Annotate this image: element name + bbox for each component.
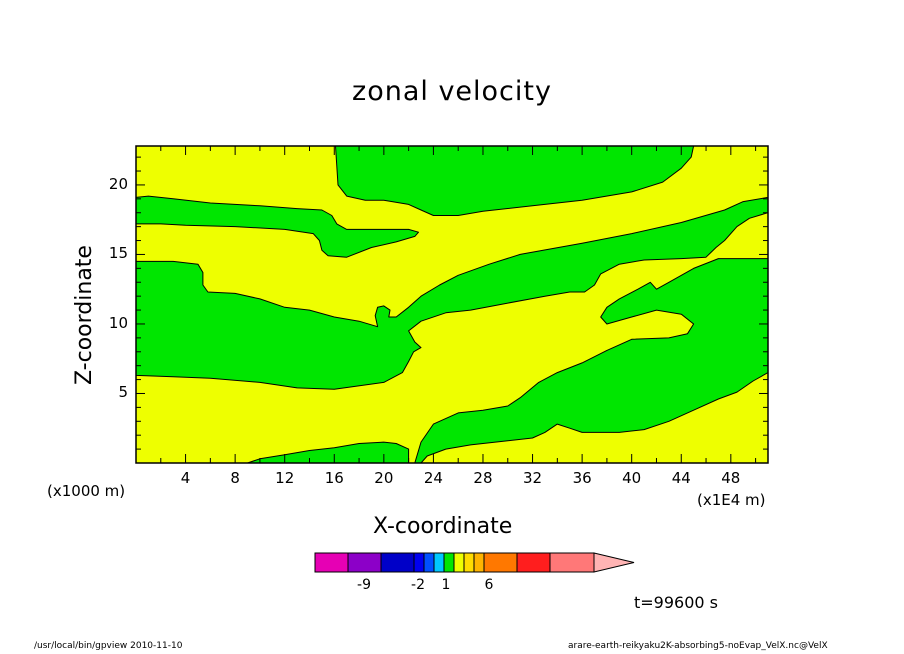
- footer-file-variable: arare-earth-reikyaku2K-absorbing5-noEvap…: [568, 641, 828, 651]
- y-tick-label: 20: [108, 174, 128, 193]
- colorbar-segment: [516, 552, 551, 573]
- colorbar-tick-label: -9: [357, 577, 371, 593]
- colorbar-segment: [413, 552, 425, 573]
- y-tick-label: 5: [118, 383, 128, 402]
- contour-region-green-lower-right-band: [414, 258, 769, 464]
- y-tick-label: 10: [108, 313, 128, 332]
- contour-region-green-left-upper-band: [135, 195, 419, 258]
- colorbar-extension-arrow: [593, 552, 635, 573]
- chart-title: zonal velocity: [352, 76, 552, 107]
- colorbar-tick-label: 6: [484, 577, 494, 593]
- x-tick-label: 12: [275, 469, 295, 487]
- colorbar-tick-label: -2: [411, 577, 425, 593]
- colorbar-segment: [549, 552, 595, 573]
- colorbar-segment: [453, 552, 465, 573]
- x-tick-label: 4: [180, 469, 191, 487]
- x-tick-label: 36: [572, 469, 592, 487]
- colorbar-tick-label: 1: [441, 577, 451, 593]
- colorbar-segment: [463, 552, 475, 573]
- contour-region-green-top: [335, 145, 695, 216]
- x-tick-label: 16: [324, 469, 344, 487]
- colorbar-segment: [380, 552, 415, 573]
- x-tick-label: 20: [374, 469, 394, 487]
- x-tick-label: 40: [622, 469, 642, 487]
- colorbar-segment: [443, 552, 455, 573]
- y-tick-label: 15: [108, 244, 128, 263]
- x-tick-label: 28: [473, 469, 493, 487]
- x-tick-label: 24: [423, 469, 443, 487]
- time-label: t=99600 s: [634, 593, 718, 612]
- colorbar-segment: [314, 552, 349, 573]
- x-axis-unit-note: (x1E4 m): [697, 491, 766, 509]
- colorbar-segment: [473, 552, 485, 573]
- colorbar-segment: [483, 552, 518, 573]
- footer-program-date: /usr/local/bin/gpview 2010-11-10: [34, 641, 183, 651]
- y-axis-unit-note: (x1000 m): [47, 482, 126, 500]
- colorbar-segment: [433, 552, 445, 573]
- x-tick-label: 44: [671, 469, 691, 487]
- plot-frame: [135, 145, 769, 464]
- x-axis-label: X-coordinate: [373, 514, 513, 539]
- colorbar-segment: [347, 552, 382, 573]
- x-tick-label: 48: [721, 469, 741, 487]
- colorbar-segment: [423, 552, 435, 573]
- contour-region-green-bottom-strip: [247, 441, 410, 464]
- x-tick-label: 32: [523, 469, 543, 487]
- x-tick-label: 8: [230, 469, 240, 487]
